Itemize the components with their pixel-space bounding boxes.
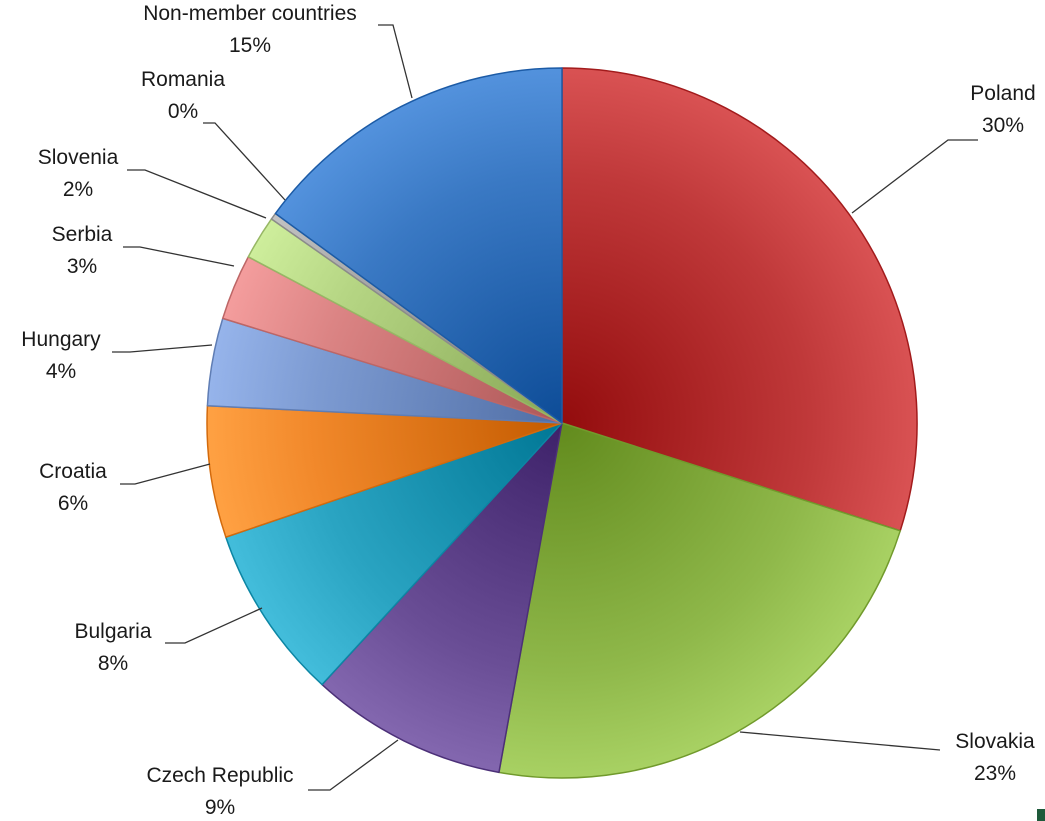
- pie-slice-slovakia: [498, 422, 901, 779]
- pie-slice-croatia: [206, 405, 563, 538]
- slice-label-slovakia: Slovakia: [955, 730, 1035, 753]
- slice-value-non-member-countries: 15%: [229, 34, 271, 57]
- leader-line-czech-republic: [308, 739, 399, 791]
- slice-label-slovenia: Slovenia: [38, 146, 119, 169]
- slice-label-hungary: Hungary: [21, 328, 101, 351]
- corner-mark: [1037, 809, 1045, 821]
- pie-slice-poland: [561, 67, 918, 532]
- slice-value-bulgaria: 8%: [98, 652, 128, 675]
- leader-line-bulgaria: [165, 607, 263, 644]
- slice-value-romania: 0%: [168, 100, 198, 123]
- leader-line-hungary: [112, 344, 213, 353]
- slice-label-croatia: Croatia: [39, 460, 107, 483]
- slice-value-croatia: 6%: [58, 492, 88, 515]
- slice-value-poland: 30%: [982, 114, 1024, 137]
- leader-line-serbia: [123, 246, 235, 267]
- leader-line-non-member-countries: [378, 24, 413, 99]
- pie-slice-non-member-countries: [274, 67, 563, 424]
- labels-layer: Poland 30% Slovakia 23% Czech Republic 9% Bulg…: [21, 2, 1035, 819]
- leader-line-croatia: [120, 463, 211, 485]
- slice-label-serbia: Serbia: [52, 223, 113, 246]
- slice-label-poland: Poland: [970, 82, 1035, 105]
- slice-value-slovakia: 23%: [974, 762, 1016, 785]
- slice-label-bulgaria: Bulgaria: [74, 620, 151, 643]
- slice-label-non-member-countries: Non-member countries: [143, 2, 357, 25]
- slice-value-serbia: 3%: [67, 255, 97, 278]
- leader-line-slovakia: [739, 731, 941, 751]
- slice-label-czech-republic: Czech Republic: [146, 764, 293, 787]
- leader-line-slovenia: [127, 169, 267, 219]
- slice-value-czech-republic: 9%: [205, 796, 235, 819]
- slices-layer: [206, 67, 918, 779]
- leaders-layer: [112, 24, 978, 791]
- pie-slice-bulgaria: [225, 422, 563, 686]
- slice-value-slovenia: 2%: [63, 178, 93, 201]
- leader-line-romania: [203, 122, 286, 201]
- slice-label-romania: Romania: [141, 68, 225, 91]
- pie-slice-czech-republic: [321, 422, 563, 774]
- leader-line-poland: [851, 139, 978, 214]
- slice-value-hungary: 4%: [46, 360, 76, 383]
